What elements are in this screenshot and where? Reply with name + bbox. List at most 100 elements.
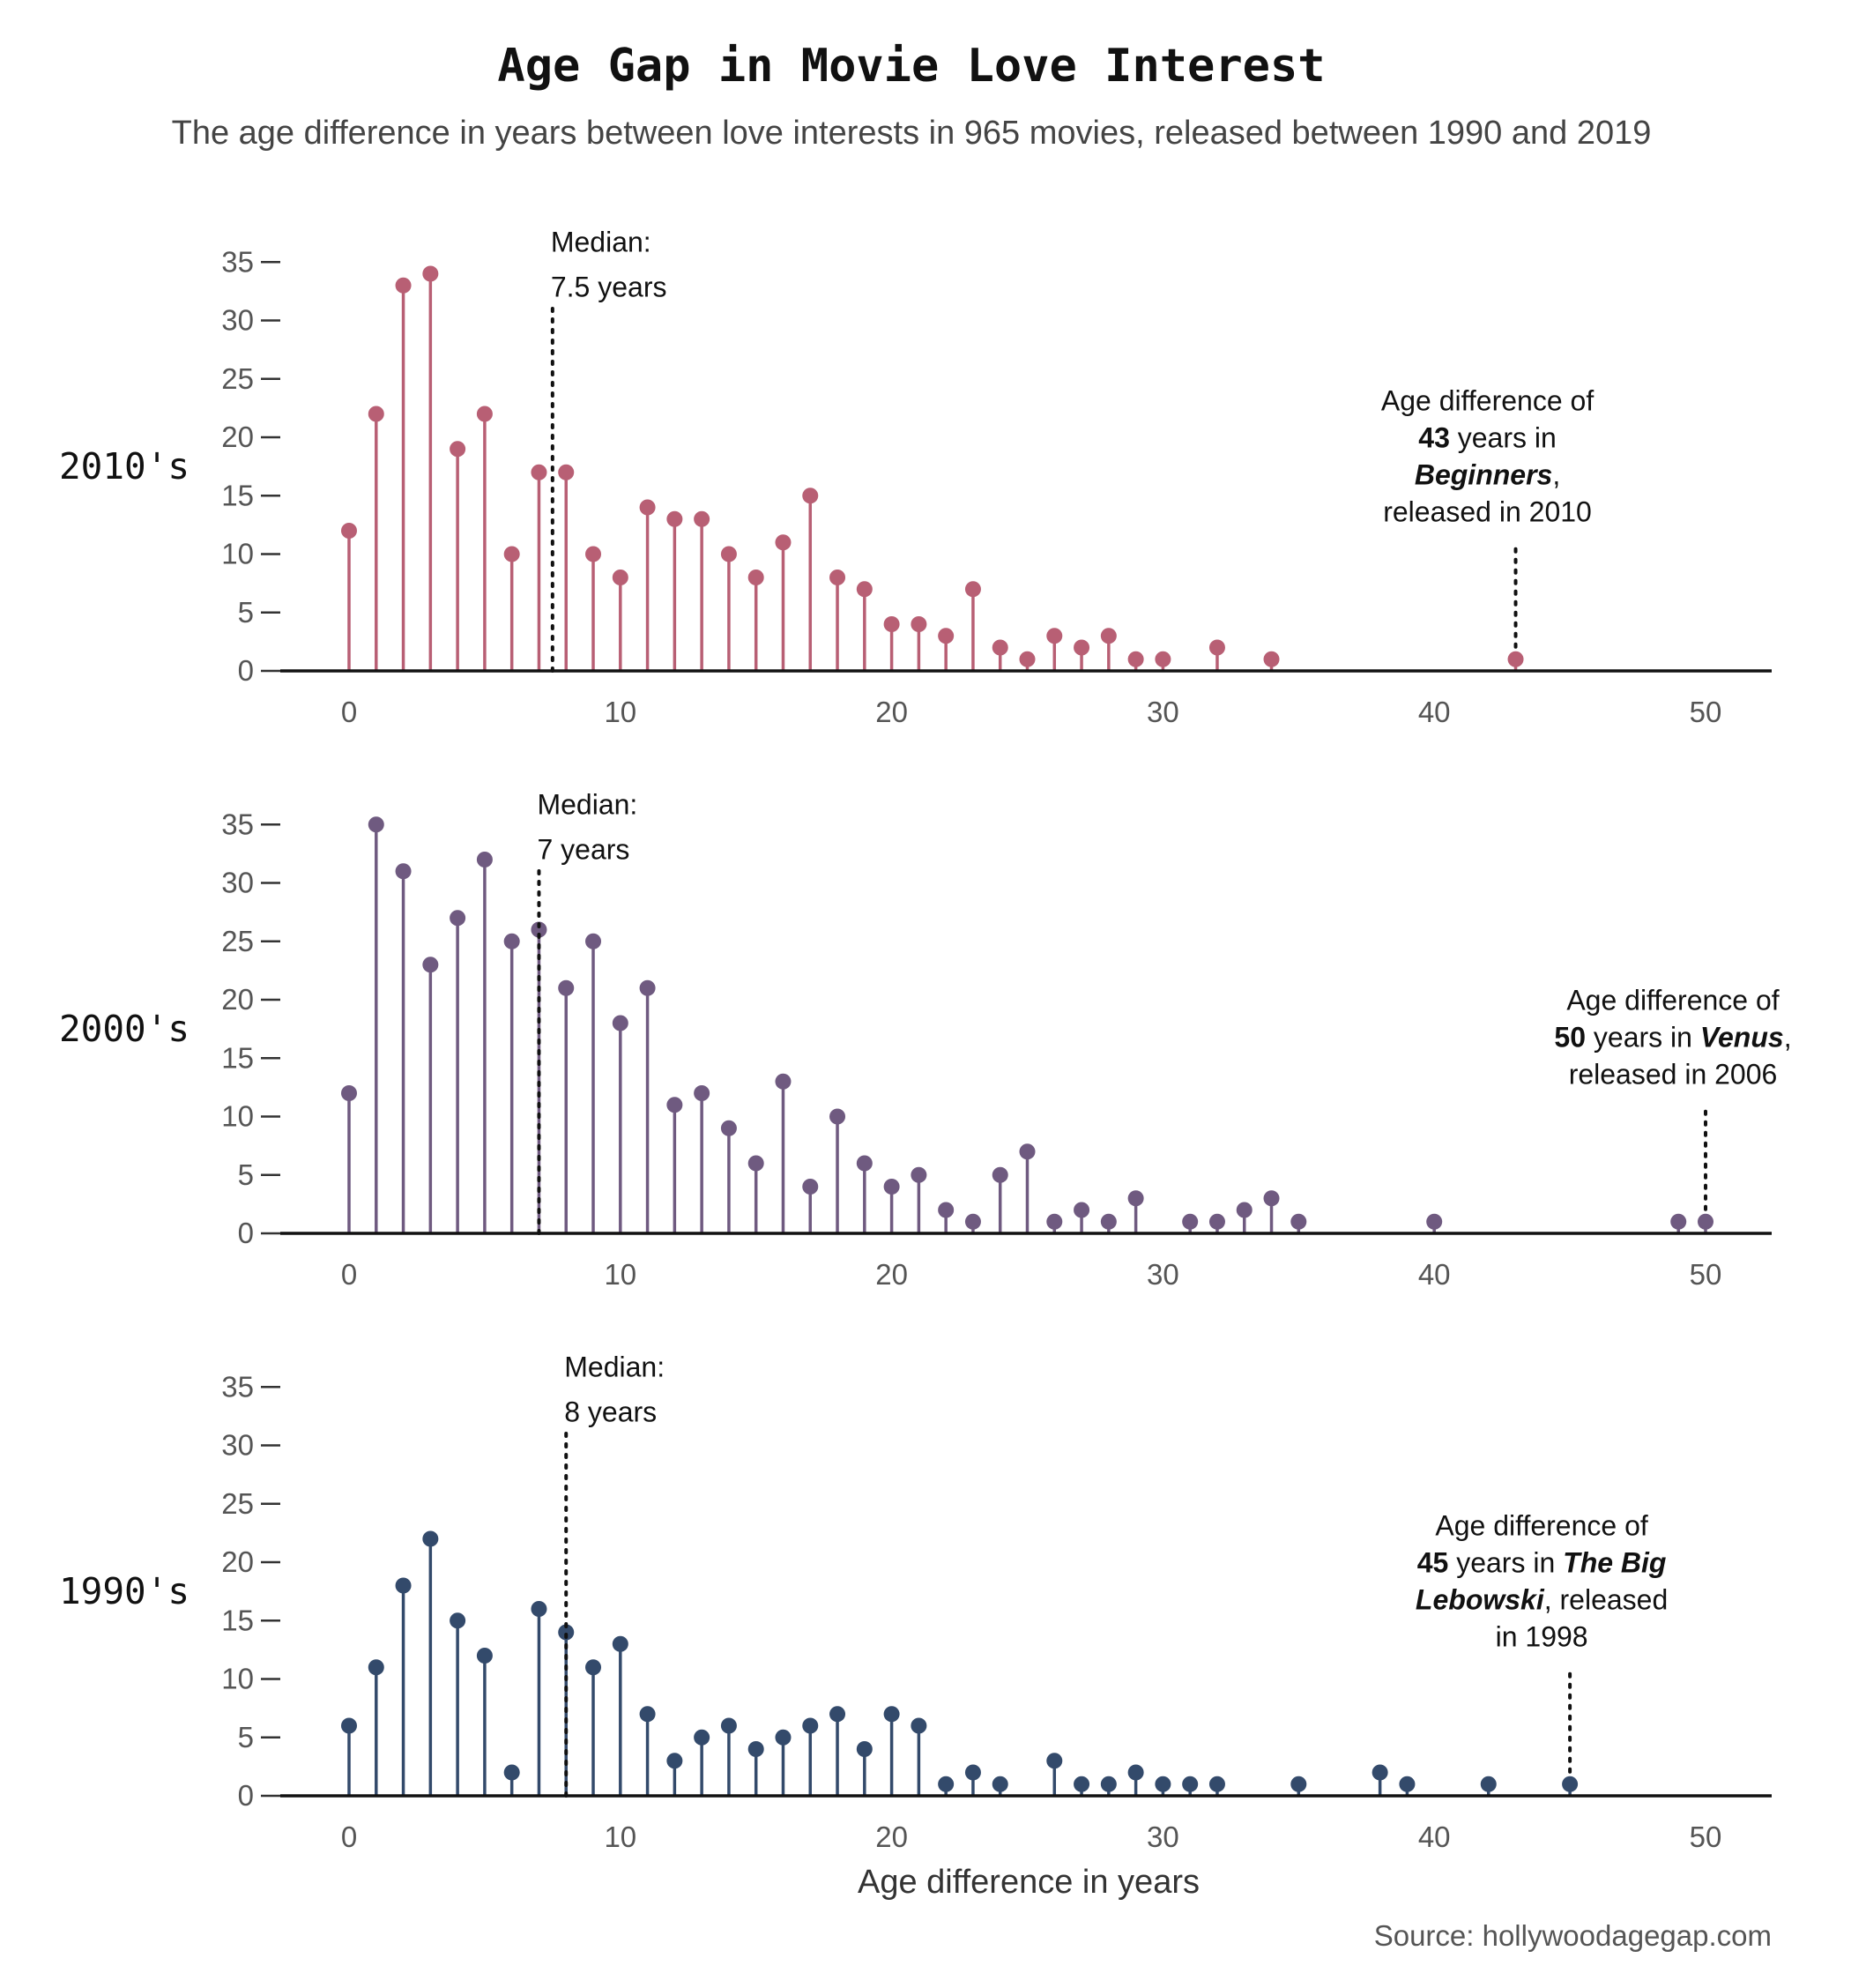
lollipop-point (341, 523, 357, 539)
lollipop-point (368, 816, 384, 833)
median-label: 7 years (537, 833, 629, 865)
lollipop-point (666, 1097, 683, 1113)
lollipop-point (829, 570, 846, 585)
lollipop-point (938, 1776, 955, 1792)
y-tick-label: 20 (221, 1545, 254, 1578)
lollipop-point (992, 639, 1008, 656)
lollipop-point (503, 1764, 520, 1781)
lollipop-point (1263, 651, 1280, 667)
lollipop-point (802, 1179, 819, 1195)
lollipop-point (856, 581, 873, 598)
x-tick-label: 20 (875, 1820, 908, 1853)
lollipop-point (422, 1530, 439, 1547)
lollipop-point (395, 1577, 412, 1594)
lollipop-point (368, 406, 384, 422)
lollipop-point (476, 852, 493, 867)
panel-label: 2010's (59, 445, 190, 488)
median-label: 8 years (564, 1396, 657, 1427)
panel-label: 1990's (59, 1570, 190, 1612)
lollipop-point (1208, 1213, 1225, 1230)
lollipop-point (585, 546, 602, 562)
outlier-label: in 1998 (1496, 1620, 1588, 1652)
lollipop-point (558, 1624, 575, 1641)
lollipop-point (883, 1179, 900, 1195)
outlier-label: Beginners, (1415, 458, 1560, 490)
lollipop-point (531, 464, 547, 480)
lollipop-point (964, 1764, 981, 1781)
lollipop-point (558, 464, 575, 480)
lollipop-point (1046, 1213, 1063, 1230)
y-tick-label: 30 (221, 1429, 254, 1462)
lollipop-point (612, 570, 628, 585)
lollipop-point (694, 1085, 710, 1101)
lollipop-point (1507, 651, 1524, 667)
x-tick-label: 10 (604, 1258, 636, 1291)
lollipop-point (476, 1648, 493, 1664)
lollipop-point (747, 1741, 764, 1757)
lollipop-point (585, 1659, 602, 1676)
y-tick-label: 10 (221, 538, 254, 570)
lollipop-point (829, 1706, 846, 1723)
lollipop-point (639, 979, 656, 996)
x-tick-label: 40 (1418, 1258, 1451, 1291)
lollipop-point (585, 933, 602, 949)
y-tick-label: 5 (238, 1158, 254, 1191)
lollipop-point (775, 1073, 792, 1090)
outlier-label: 45 years in The Big (1417, 1546, 1667, 1578)
x-tick-label: 40 (1418, 1820, 1451, 1853)
lollipop-point (1100, 1776, 1117, 1792)
lollipop-point (1290, 1213, 1307, 1230)
lollipop-point (1046, 628, 1063, 644)
median-label: Median: (551, 226, 651, 257)
panel-label: 2000's (59, 1008, 190, 1050)
lollipop-point (558, 979, 575, 996)
lollipop-point (1074, 639, 1090, 656)
y-tick-label: 10 (221, 1100, 254, 1133)
y-tick-label: 5 (238, 596, 254, 629)
lollipop-point (883, 1706, 900, 1723)
y-tick-label: 35 (221, 808, 254, 840)
lollipop-point (341, 1717, 357, 1734)
lollipop-point (1127, 1190, 1144, 1207)
y-tick-label: 15 (221, 1604, 254, 1636)
lollipop-point (775, 1729, 792, 1746)
lollipop-point (1480, 1776, 1497, 1792)
lollipop-point (883, 616, 900, 632)
outlier-label: 43 years in (1418, 421, 1557, 453)
lollipop-point (395, 277, 412, 294)
y-tick-label: 20 (221, 983, 254, 1016)
lollipop-point (476, 406, 493, 422)
lollipop-point (911, 1717, 927, 1734)
lollipop-point (450, 1612, 466, 1629)
lollipop-point (422, 957, 439, 973)
x-tick-label: 20 (875, 696, 908, 728)
lollipop-point (694, 1729, 710, 1746)
lollipop-point (1208, 639, 1225, 656)
lollipop-point (639, 499, 656, 516)
lollipop-point (503, 546, 520, 562)
chart-subtitle: The age difference in years between love… (172, 115, 1652, 152)
lollipop-point (450, 910, 466, 927)
chart-title: Age Gap in Movie Love Interest (497, 40, 1325, 93)
lollipop-point (720, 546, 737, 562)
x-tick-label: 0 (341, 1258, 357, 1291)
outlier-label: Age difference of (1381, 384, 1594, 416)
lollipop-point (829, 1108, 846, 1125)
y-tick-label: 25 (221, 925, 254, 957)
outlier-label: 50 years in Venus, (1554, 1021, 1791, 1053)
lollipop-point (1155, 651, 1171, 667)
y-tick-label: 15 (221, 1041, 254, 1074)
y-tick-label: 0 (238, 1779, 254, 1812)
lollipop-point (1127, 651, 1144, 667)
lollipop-point (1399, 1776, 1416, 1792)
y-tick-label: 10 (221, 1663, 254, 1695)
lollipop-point (1182, 1213, 1199, 1230)
y-tick-label: 0 (238, 1217, 254, 1249)
lollipop-point (1074, 1202, 1090, 1218)
x-tick-label: 20 (875, 1258, 908, 1291)
lollipop-point (938, 628, 955, 644)
lollipop-point (1290, 1776, 1307, 1792)
lollipop-point (531, 1601, 547, 1617)
lollipop-point (747, 570, 764, 585)
